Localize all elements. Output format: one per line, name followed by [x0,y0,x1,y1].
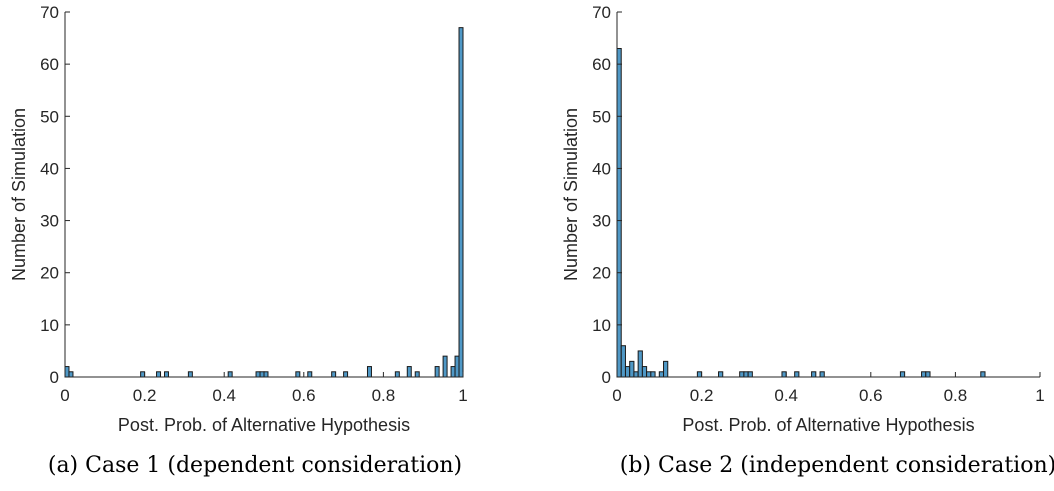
y-axis-title: Number of Simulation [9,108,29,281]
y-tick-label: 50 [592,107,611,126]
y-tick-label: 40 [40,159,59,178]
histogram-bar [414,371,420,378]
y-tick-label: 30 [40,212,59,231]
x-tick-label: 1 [1035,386,1044,405]
histogram-bar [921,371,927,378]
histogram-bar [458,27,464,378]
x-axis-title: Post. Prob. of Alternative Hypothesis [118,415,410,435]
y-tick-label: 50 [40,107,59,126]
histogram-bar [980,371,986,378]
x-tick-label: 0.4 [212,386,236,405]
histogram-bar [641,366,648,378]
histogram-bar [259,371,265,378]
histogram-bar [64,366,70,378]
histogram-bar [794,371,800,378]
y-tick-label: 0 [602,368,611,387]
x-tick-label: 0.2 [133,386,157,405]
y-tick-label: 40 [592,159,611,178]
histogram-bar [255,371,261,378]
x-tick-label: 0.8 [944,386,968,405]
histogram-bar [718,371,724,378]
histogram-bar [819,371,825,378]
histogram-bar [633,371,639,378]
histogram-bar [406,366,412,378]
histogram-bar [650,371,656,378]
y-tick-label: 20 [40,264,59,283]
histogram-bar [331,371,337,378]
histogram-panel-a: 0 10 20 30 40 50 60 70 0 0.2 0.4 0.6 0.8 1 Post. Prob.… [9,3,468,478]
histogram-bar [696,371,703,378]
histogram-bar [637,350,643,378]
y-tick-label: 10 [40,316,59,335]
x-axis-title: Post. Prob. of Alternative Hypothesis [682,415,974,435]
x-tick-label: 0.4 [774,386,798,405]
y-tick-label: 70 [40,3,59,22]
histogram-bar [394,371,400,378]
y-tick-label: 70 [592,3,611,22]
y-tick-label: 30 [592,212,611,231]
histogram-panel-b: 0 10 20 30 40 50 60 70 0 0.2 0.4 0.6 0.8 1 Post. Prob.… [561,3,1054,478]
histogram-bar [747,371,753,378]
figure-caption: (b) Case 2 (independent consideration) [620,453,1054,478]
x-tick-label: 1 [458,386,467,405]
histogram-bar [743,371,749,378]
y-tick-label: 60 [40,55,59,74]
histogram-bar [658,371,665,378]
histogram-bar [454,355,460,378]
histogram-bar [343,371,349,378]
histogram-bar [663,360,669,378]
x-tick-label: 0.2 [690,386,714,405]
histogram-bar [899,371,906,378]
histogram-bar [140,371,146,378]
x-tick-label: 0.8 [372,386,396,405]
histogram-bar [227,371,233,378]
histogram-bar [781,371,787,378]
histogram-bar [646,371,652,378]
x-tick-label: 0.6 [859,386,883,405]
histogram-bar [68,371,74,378]
y-axis-title: Number of Simulation [561,108,581,281]
histogram-bar [925,371,931,378]
x-tick-label: 0 [60,386,69,405]
histogram-bar [450,366,456,378]
x-tick-label: 0.6 [292,386,316,405]
histogram-bar [307,371,313,378]
figure-caption: (a) Case 1 (dependent consideration) [48,453,462,478]
histogram-bar [366,366,372,378]
histogram-bar [616,48,622,378]
histogram-bar [629,360,635,378]
histogram-bar [295,371,301,378]
histogram-bar [164,371,169,378]
histogram-bar [811,371,817,378]
y-tick-label: 20 [592,264,611,283]
histogram-bar [624,366,631,378]
histogram-bar [434,366,440,378]
x-tick-label: 0 [612,386,621,405]
histogram-bar [739,371,745,378]
histogram-bar [442,355,448,378]
histogram-bar [263,371,269,378]
y-tick-label: 10 [592,316,611,335]
y-tick-label: 0 [50,368,59,387]
histogram-bar [156,371,162,378]
histogram-bar [187,371,193,378]
histogram-bar [620,345,626,378]
y-tick-label: 60 [592,55,611,74]
